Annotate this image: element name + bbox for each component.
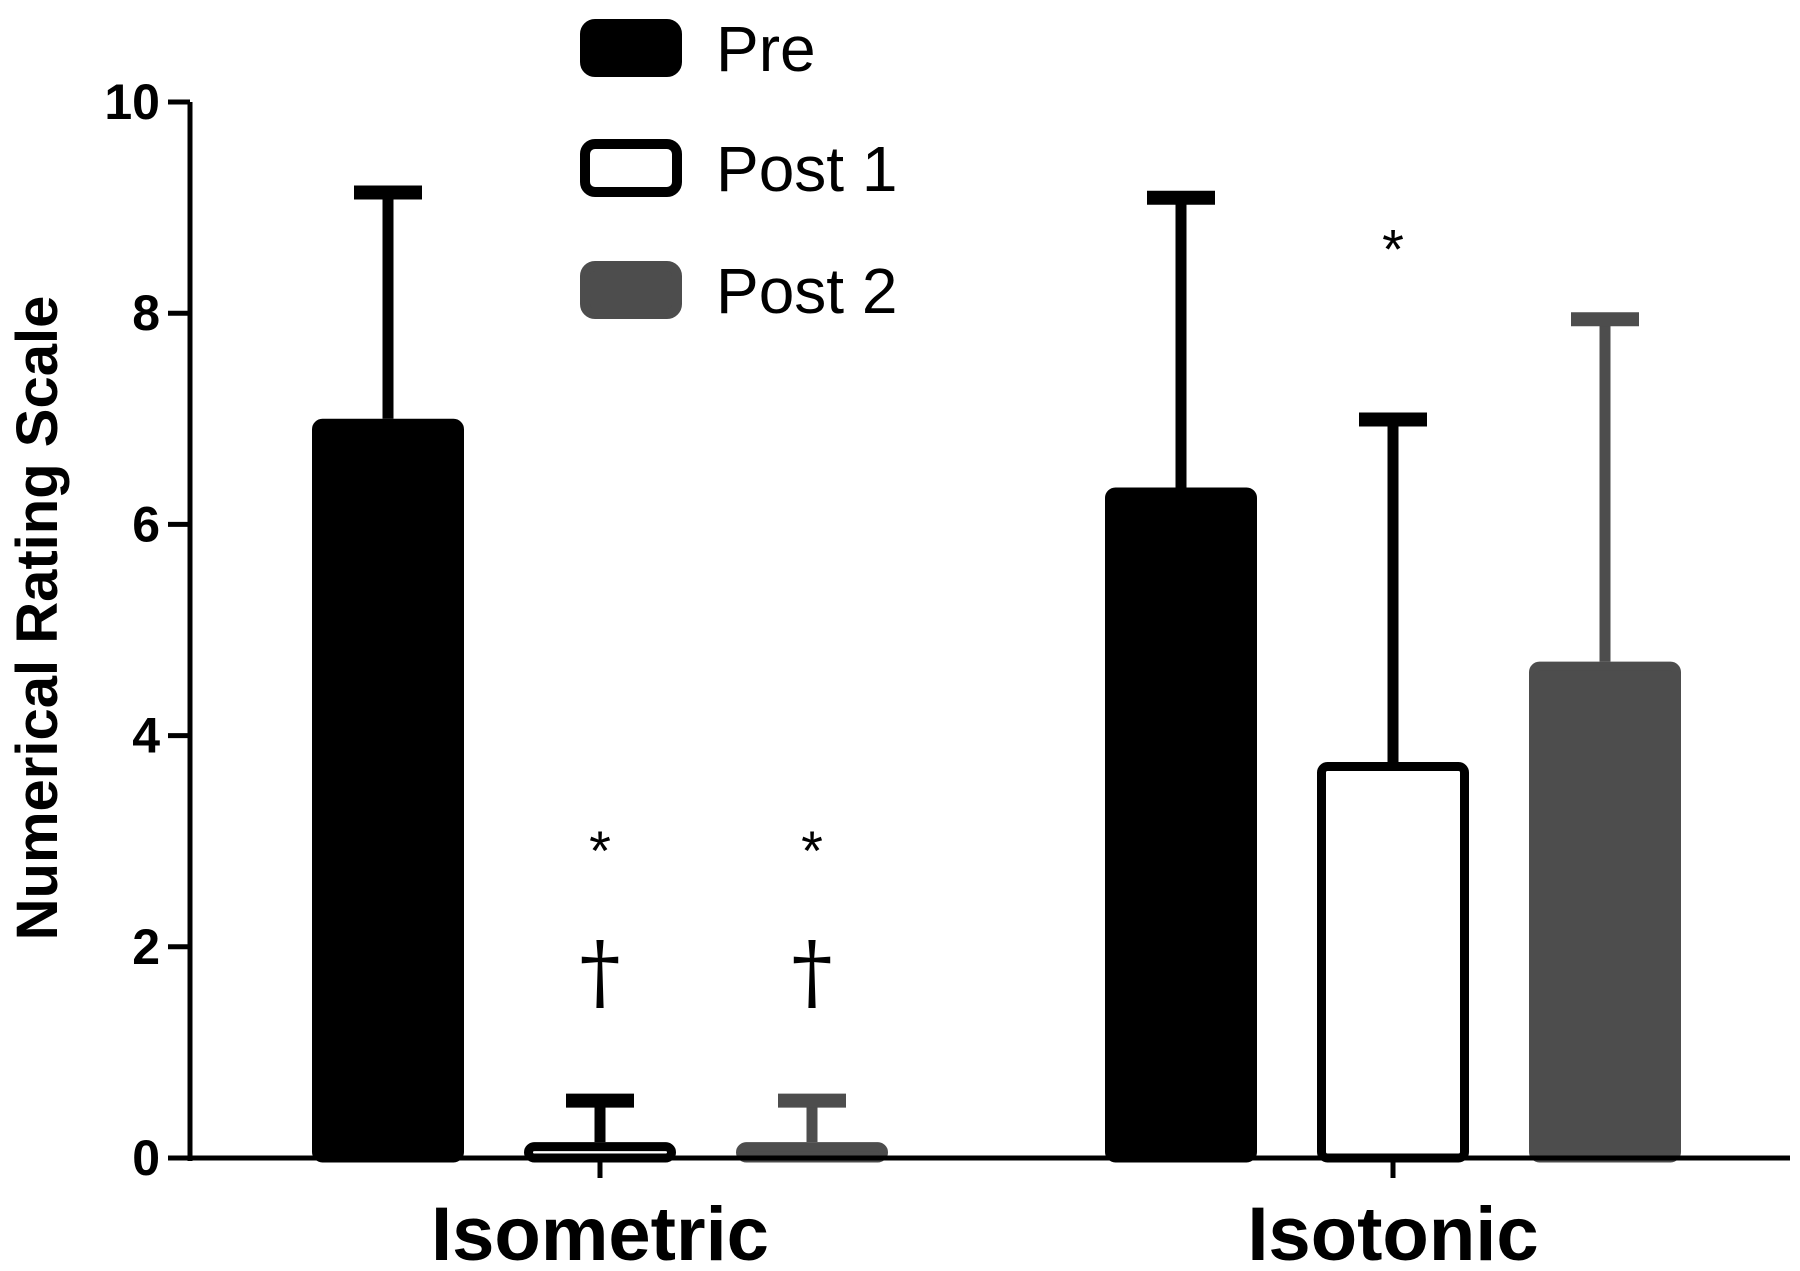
y-tick-label: 4	[132, 708, 160, 764]
legend-swatch	[580, 139, 682, 197]
y-tick-label: 10	[104, 74, 160, 130]
significance-asterisk: *	[801, 819, 823, 882]
bar	[1317, 762, 1469, 1163]
legend-swatch	[580, 261, 682, 319]
bars	[312, 418, 1681, 1163]
axes: 0 2 4 6 8 10 Isometric Isotonic	[104, 74, 1790, 1271]
bar	[312, 418, 464, 1163]
legend-label: Post 2	[716, 255, 897, 327]
legend-label: Post 1	[716, 133, 897, 205]
significance-dagger: †	[580, 925, 621, 1020]
y-axis-label: Numerical Rating Scale	[5, 296, 70, 941]
error-bars	[354, 185, 1639, 1143]
legend-swatch	[580, 19, 682, 77]
legend: Pre Post 1 Post 2	[580, 13, 897, 327]
y-tick-label: 0	[132, 1130, 160, 1186]
bar	[1105, 487, 1257, 1163]
y-tick-label: 6	[132, 496, 160, 552]
x-tick-label: Isometric	[431, 1192, 769, 1271]
legend-label: Pre	[716, 13, 816, 85]
x-tick-label: Isotonic	[1247, 1192, 1538, 1271]
y-tick-label: 2	[132, 919, 160, 975]
y-tick-label: 8	[132, 285, 160, 341]
significance-dagger: †	[792, 925, 833, 1020]
bar	[1529, 661, 1681, 1163]
significance-asterisk: *	[1382, 218, 1404, 281]
significance-asterisk: *	[589, 819, 611, 882]
significance-annotations: * † * † *	[580, 218, 1404, 1020]
